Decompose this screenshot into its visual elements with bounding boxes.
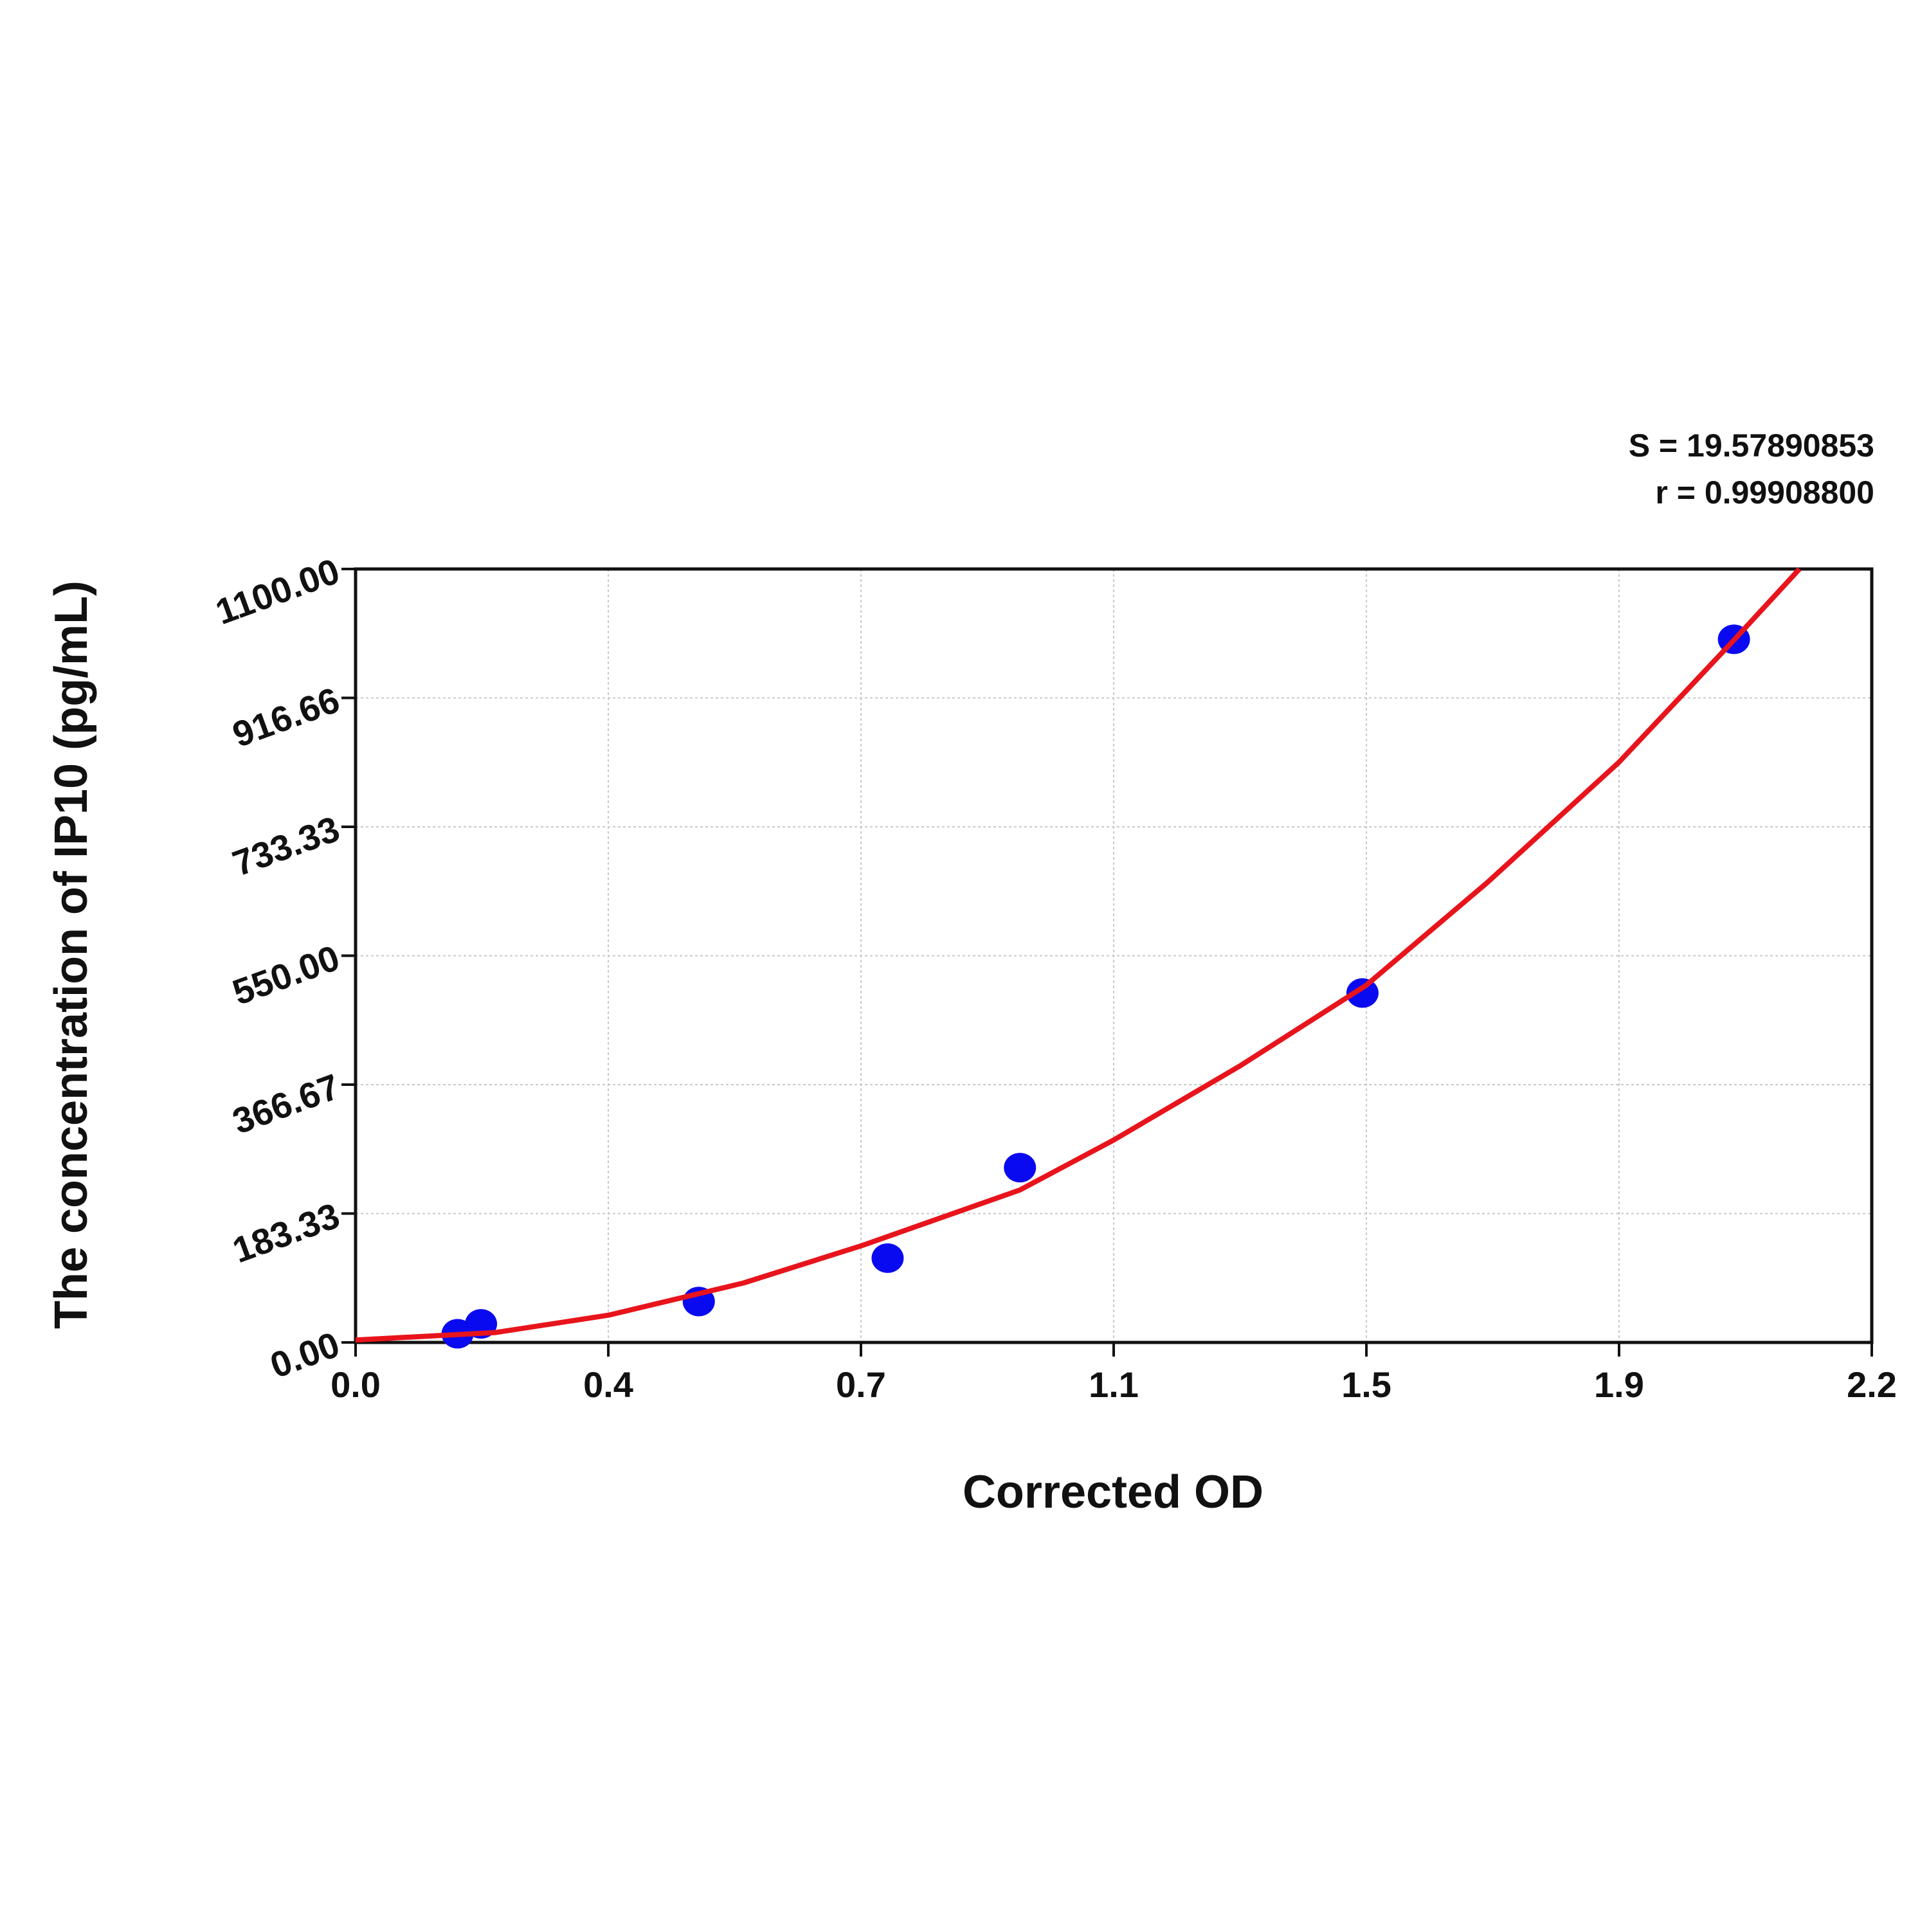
x-tick-label: 1.9 xyxy=(1594,1364,1644,1405)
plot-frame xyxy=(354,567,1874,1344)
y-tick-label: 550.00 xyxy=(227,937,344,1013)
x-tick-label: 0.4 xyxy=(583,1364,633,1405)
x-tick-label: 0.7 xyxy=(836,1364,886,1405)
y-tick-label: 733.33 xyxy=(227,808,344,884)
y-tick-label: 366.67 xyxy=(227,1066,344,1142)
x-tick-label: 2.2 xyxy=(1847,1364,1897,1405)
y-axis-title: The concentration of IP10 (pg/mL) xyxy=(46,581,97,1329)
y-tick-label: 183.33 xyxy=(227,1195,344,1270)
y-tick-label: 916.66 xyxy=(227,679,344,755)
fit-curve xyxy=(355,567,1802,1343)
x-tick-label: 0.0 xyxy=(331,1364,381,1405)
x-tick-label: 1.5 xyxy=(1341,1364,1391,1405)
data-point xyxy=(1004,1153,1037,1183)
x-axis-title: Corrected OD xyxy=(963,1467,1263,1518)
data-point xyxy=(1346,978,1379,1008)
annotation: S = 19.57890853 xyxy=(1629,428,1874,464)
annotation: r = 0.99908800 xyxy=(1655,474,1874,510)
data-point xyxy=(871,1243,904,1273)
x-tick-label: 1.1 xyxy=(1089,1364,1139,1405)
y-tick-label: 1100.00 xyxy=(210,550,345,632)
